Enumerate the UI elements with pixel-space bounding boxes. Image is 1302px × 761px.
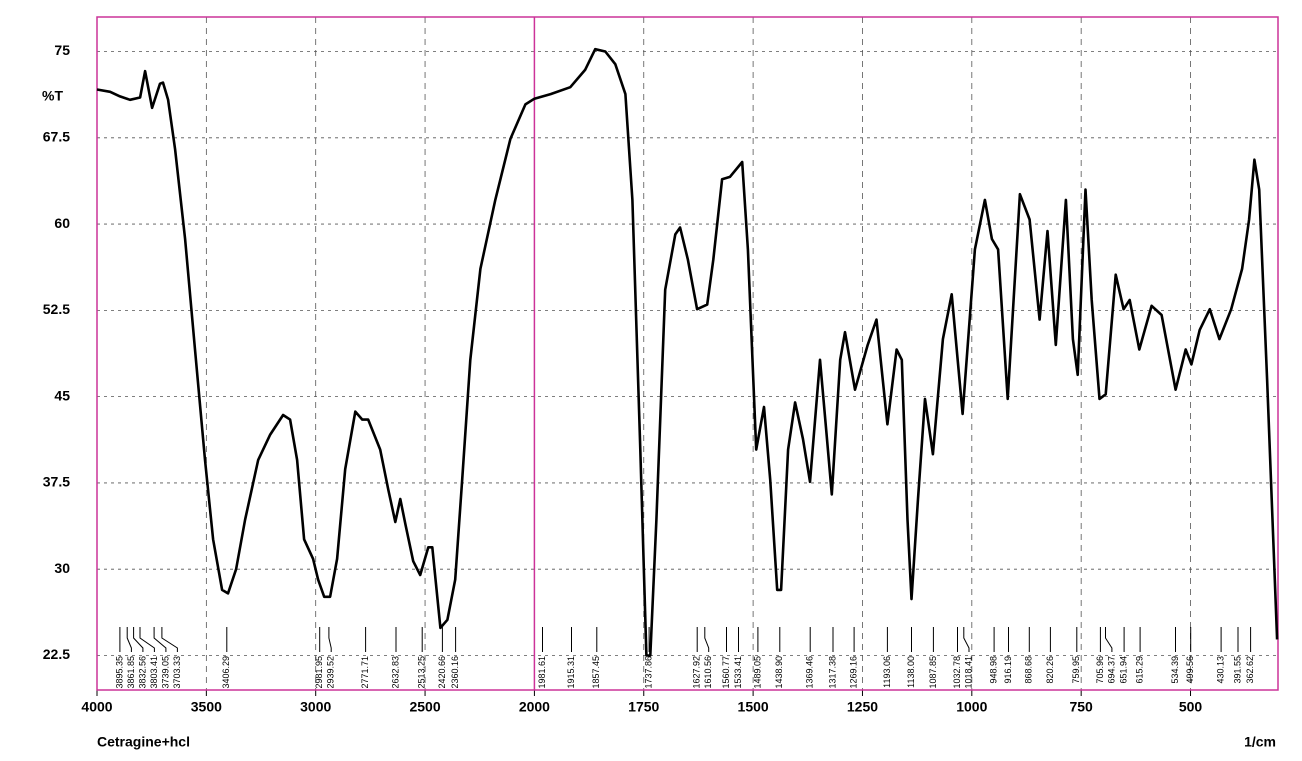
peak-label: 2420.66 <box>437 656 447 689</box>
peak-label: 1087.85 <box>928 656 938 689</box>
x-tick-label: 1750 <box>628 699 659 715</box>
peak-leader <box>963 627 970 652</box>
peak-label: 1560.77 <box>721 656 731 689</box>
x-tick-label: 2000 <box>519 699 550 715</box>
peak-label: 916.19 <box>1003 656 1013 684</box>
peak-label: 3832.56 <box>137 656 147 689</box>
x-tick-label: 750 <box>1069 699 1093 715</box>
peak-leader <box>704 627 710 652</box>
y-tick-label: 75 <box>54 42 70 58</box>
peak-label: 1610.56 <box>703 656 713 689</box>
peak-label: 1737.86 <box>643 656 653 689</box>
peak-label: 1627.92 <box>692 656 702 689</box>
peak-label: 651.94 <box>1118 656 1128 684</box>
peak-label: 3895.35 <box>114 656 124 689</box>
peak-label: 694.37 <box>1106 656 1116 684</box>
peak-label: 2632.83 <box>390 656 400 689</box>
peak-label: 3739.05 <box>160 656 170 689</box>
peak-leader <box>1105 627 1113 652</box>
peak-label: 391.55 <box>1232 656 1242 684</box>
y-tick-label: 60 <box>54 215 70 231</box>
peak-label: 705.96 <box>1095 656 1105 684</box>
peak-label: 1018.41 <box>963 656 973 689</box>
peak-label: 1857.45 <box>591 656 601 689</box>
x-tick-label: 1000 <box>956 699 987 715</box>
peak-label: 1317.38 <box>827 656 837 689</box>
peak-label: 2513.25 <box>417 656 427 689</box>
x-tick-label: 2500 <box>409 699 440 715</box>
peak-label: 868.68 <box>1024 656 1034 684</box>
x-tick-label: 4000 <box>81 699 112 715</box>
peak-label: 1981.61 <box>537 656 547 689</box>
peak-label: 2939.52 <box>326 656 336 689</box>
x-axis-label: 1/cm <box>1244 734 1276 750</box>
peak-label: 820.26 <box>1045 656 1055 684</box>
peak-label: 2771.71 <box>360 656 370 689</box>
y-tick-label: 67.5 <box>43 128 70 144</box>
peak-label: 615.29 <box>1134 656 1144 684</box>
peak-leader <box>153 627 167 652</box>
peak-label: 1138.00 <box>906 656 916 688</box>
x-tick-label: 3500 <box>191 699 222 715</box>
peak-leader <box>161 627 178 652</box>
y-tick-label: 30 <box>54 560 70 576</box>
peak-label: 1193.06 <box>882 656 892 688</box>
plot-frame <box>96 16 1279 691</box>
peak-label: 3406.29 <box>221 656 231 689</box>
peak-label: 2981.95 <box>314 656 324 689</box>
y-axis-label: %T <box>42 88 63 104</box>
spectrum-line <box>96 47 1279 657</box>
peak-leader <box>139 627 155 652</box>
peak-label: 430.13 <box>1215 656 1225 684</box>
peak-label: 1489.05 <box>752 656 762 689</box>
y-tick-label: 37.5 <box>43 474 70 490</box>
peak-leader <box>133 627 144 652</box>
peak-leader <box>328 627 332 652</box>
peak-label: 948.98 <box>988 656 998 684</box>
peak-label: 362.62 <box>1245 656 1255 684</box>
y-tick-label: 22.5 <box>43 646 70 662</box>
peak-leader <box>126 627 132 652</box>
y-tick-label: 45 <box>54 387 70 403</box>
peak-label: 1533.41 <box>733 656 743 689</box>
peak-label: 1032.78 <box>952 656 962 689</box>
peak-label: 3861.85 <box>126 656 136 689</box>
peak-label: 534.39 <box>1170 656 1180 684</box>
x-tick-label: 1250 <box>847 699 878 715</box>
peak-label: 1269.16 <box>848 656 858 689</box>
peak-label: 1369.46 <box>805 656 815 689</box>
peak-label: 3703.33 <box>172 656 182 689</box>
peak-label: 499.56 <box>1185 656 1195 684</box>
y-tick-label: 52.5 <box>43 301 70 317</box>
peak-label: 3803.41 <box>149 656 159 689</box>
peak-label: 1915.31 <box>566 656 576 689</box>
peak-label: 759.95 <box>1071 656 1081 684</box>
x-tick-label: 3000 <box>300 699 331 715</box>
peak-label: 1438.90 <box>774 656 784 689</box>
x-tick-label: 500 <box>1179 699 1203 715</box>
x-tick-label: 1500 <box>738 699 769 715</box>
chart-title: Cetragine+hcl <box>97 734 190 750</box>
peak-label: 2360.16 <box>450 656 460 689</box>
